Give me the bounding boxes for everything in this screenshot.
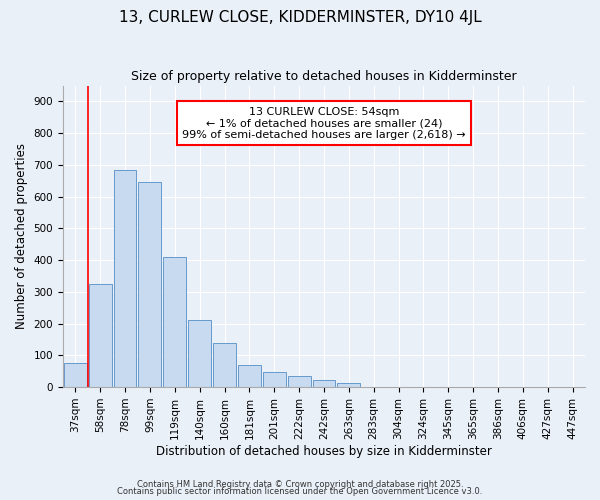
Bar	[113, 170, 136, 387]
Bar	[213, 342, 236, 387]
Bar	[287, 376, 311, 387]
Bar	[188, 320, 211, 387]
Y-axis label: Number of detached properties: Number of detached properties	[15, 144, 28, 330]
Bar	[313, 380, 335, 387]
Text: 13, CURLEW CLOSE, KIDDERMINSTER, DY10 4JL: 13, CURLEW CLOSE, KIDDERMINSTER, DY10 4J…	[119, 10, 481, 25]
Bar	[263, 372, 286, 387]
Bar	[64, 364, 87, 387]
X-axis label: Distribution of detached houses by size in Kidderminster: Distribution of detached houses by size …	[156, 444, 492, 458]
Text: Contains HM Land Registry data © Crown copyright and database right 2025.: Contains HM Land Registry data © Crown c…	[137, 480, 463, 489]
Bar	[139, 182, 161, 387]
Title: Size of property relative to detached houses in Kidderminster: Size of property relative to detached ho…	[131, 70, 517, 83]
Bar	[238, 365, 261, 387]
Bar	[163, 257, 186, 387]
Bar	[89, 284, 112, 387]
Bar	[337, 384, 360, 387]
Text: 13 CURLEW CLOSE: 54sqm
← 1% of detached houses are smaller (24)
99% of semi-deta: 13 CURLEW CLOSE: 54sqm ← 1% of detached …	[182, 106, 466, 140]
Text: Contains public sector information licensed under the Open Government Licence v3: Contains public sector information licen…	[118, 488, 482, 496]
